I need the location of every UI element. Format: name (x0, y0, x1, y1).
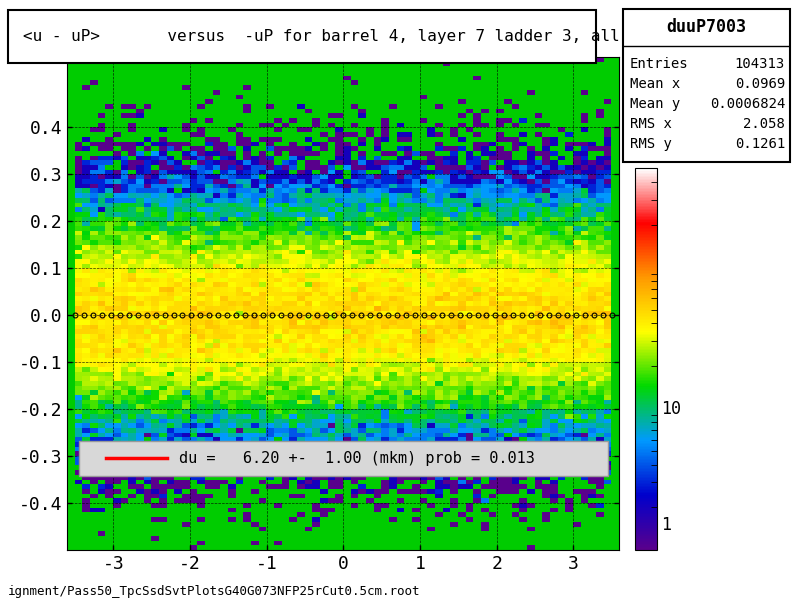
Text: 0.0006824: 0.0006824 (710, 97, 785, 111)
Text: 0.0969: 0.0969 (734, 77, 785, 91)
Text: Mean y: Mean y (630, 97, 680, 111)
Text: RMS y: RMS y (630, 137, 672, 151)
Text: 104313: 104313 (734, 57, 785, 71)
Text: ignment/Pass50_TpcSsdSvtPlotsG40G073NFP25rCut0.5cm.root: ignment/Pass50_TpcSsdSvtPlotsG40G073NFP2… (8, 585, 421, 598)
Text: Mean x: Mean x (630, 77, 680, 91)
Text: 1: 1 (661, 516, 672, 534)
Text: RMS x: RMS x (630, 117, 672, 131)
Text: duuP7003: duuP7003 (667, 19, 746, 37)
Text: du =   6.20 +-  1.00 (mkm) prob = 0.013: du = 6.20 +- 1.00 (mkm) prob = 0.013 (179, 451, 534, 466)
Bar (79, 441, 608, 476)
Text: Entries: Entries (630, 57, 688, 71)
Text: 10: 10 (661, 400, 681, 418)
Text: <u - uP>       versus  -uP for barrel 4, layer 7 ladder 3, all wafers: <u - uP> versus -uP for barrel 4, layer … (22, 29, 687, 44)
Text: 2.058: 2.058 (743, 117, 785, 131)
Text: 0.1261: 0.1261 (734, 137, 785, 151)
